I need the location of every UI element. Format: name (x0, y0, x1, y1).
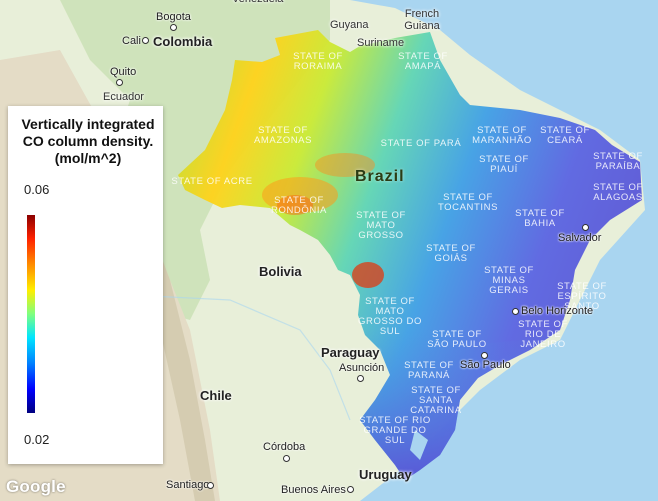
city-label-sao-paulo: São Paulo (460, 359, 511, 371)
state-label-minas-gerais: STATE OF MINAS GERAIS (484, 265, 534, 296)
legend-color-bar (27, 215, 35, 413)
state-label-acre: STATE OF ACRE (171, 176, 253, 187)
state-label-mato-grosso-do-sul: STATE OF MATO GROSSO DO SUL (358, 296, 422, 337)
city-dot-quito (116, 79, 123, 86)
state-label-mato-grosso: STATE OF MATO GROSSO (356, 210, 406, 241)
state-label-amazonas: STATE OF AMAZONAS (253, 125, 313, 146)
state-label-sao-paulo: STATE OF SÃO PAULO (427, 329, 487, 350)
state-label-parana: STATE OF PARANÁ (404, 360, 454, 381)
state-label-amapa: STATE OF AMAPÁ (398, 51, 448, 72)
state-label-goias: STATE OF GOIÁS (426, 243, 476, 264)
country-label-guyana: Guyana (330, 19, 369, 31)
city-label-bogota: Bogota (156, 11, 191, 23)
city-label-quito: Quito (110, 66, 137, 78)
city-label-buenos-aires: Buenos Aires (281, 484, 346, 496)
state-label-bahia: STATE OF BAHIA (515, 208, 565, 229)
city-label-belo-horizonte: Belo Horizonte (521, 305, 594, 317)
country-label-french-guiana: French Guiana (404, 8, 440, 33)
city-dot-cordoba (283, 455, 290, 462)
city-dot-buenos-aires (347, 486, 354, 493)
state-label-para: STATE OF PARÁ (380, 138, 462, 149)
legend-min-value: 0.02 (24, 432, 50, 447)
city-dot-belo-horizonte (512, 308, 519, 315)
country-label-uruguay: Uruguay (359, 467, 412, 482)
state-label-santa-catarina: STATE OF SANTA CATARINA (410, 385, 462, 416)
state-label-rio-de-janeiro: STATE OF RIO DE JANEIRO (518, 319, 568, 350)
city-dot-bogota (170, 24, 177, 31)
country-label-suriname: Suriname (357, 37, 405, 49)
state-label-piaui: STATE OF PIAUÍ (479, 154, 529, 175)
brazil-co-overlay (178, 30, 642, 480)
city-dot-sao-paulo (481, 352, 488, 359)
country-label-chile: Chile (200, 388, 232, 403)
state-label-rondonia: STATE OF RONDÔNIA (271, 195, 327, 216)
country-label-brazil: Brazil (355, 168, 405, 185)
country-label-paraguay: Paraguay (321, 345, 380, 360)
state-label-paraiba: STATE OF PARAÍBA (593, 151, 643, 172)
state-label-rio-grande-do-sul: STATE OF RIO GRANDE DO SUL (359, 415, 431, 446)
city-dot-santiago (207, 482, 214, 489)
legend-max-value: 0.06 (24, 182, 50, 197)
country-label-ecuador: Ecuador (103, 91, 144, 103)
country-label-bolivia: Bolivia (259, 264, 302, 279)
google-logo[interactable]: Google (6, 477, 66, 496)
country-label-colombia: Colombia (153, 34, 213, 49)
legend-panel: Vertically integrated CO column density.… (8, 106, 163, 464)
city-dot-salvador (582, 224, 589, 231)
city-label-santiago: Santiago (166, 479, 210, 491)
state-label-ceara: STATE OF CEARÁ (540, 125, 590, 146)
state-label-tocantins: STATE OF TOCANTINS (437, 192, 499, 213)
city-label-salvador: Salvador (558, 232, 602, 244)
city-label-asuncion: Asunción (339, 362, 385, 374)
state-label-roraima: STATE OF RORAIMA (293, 51, 343, 72)
state-label-espirito-santo: STATE OF ESPÍRITO SANTO (557, 281, 607, 312)
city-label-cali: Cali (122, 35, 141, 47)
country-label-venezuela: Venezuela (232, 0, 283, 5)
city-dot-asuncion (357, 375, 364, 382)
city-label-cordoba: Córdoba (263, 441, 306, 453)
state-label-alagoas: STATE OF ALAGOAS (593, 182, 643, 203)
legend-title: Vertically integrated CO column density.… (21, 116, 155, 167)
city-dot-cali (142, 37, 149, 44)
state-label-maranhao: STATE OF MARANHÃO (472, 125, 532, 146)
